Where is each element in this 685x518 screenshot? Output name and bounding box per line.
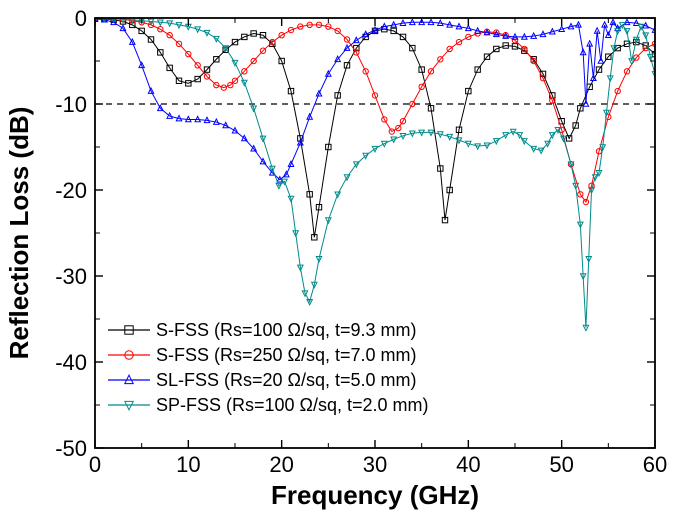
- legend-label: SL-FSS (Rs=20 Ω/sq, t=5.0 mm): [156, 370, 417, 390]
- svg-text:50: 50: [549, 452, 573, 477]
- svg-text:40: 40: [456, 452, 480, 477]
- svg-text:20: 20: [269, 452, 293, 477]
- svg-text:10: 10: [176, 452, 200, 477]
- series-s-fss-250: [92, 16, 657, 205]
- y-axis-label: Reflection Loss (dB): [4, 107, 34, 360]
- series-s-fss-100: [92, 16, 657, 240]
- legend-label: SP-FSS (Rs=100 Ω/sq, t=2.0 mm): [156, 395, 429, 415]
- svg-text:-30: -30: [55, 264, 87, 289]
- svg-text:60: 60: [643, 452, 667, 477]
- legend: S-FSS (Rs=100 Ω/sq, t=9.3 mm) S-FSS (Rs=2…: [108, 320, 429, 415]
- svg-text:-10: -10: [55, 92, 87, 117]
- svg-text:-50: -50: [55, 436, 87, 461]
- series-sl-fss-20: [92, 16, 657, 182]
- svg-text:30: 30: [363, 452, 387, 477]
- legend-label: S-FSS (Rs=250 Ω/sq, t=7.0 mm): [156, 345, 417, 365]
- x-axis-label: Frequency (GHz): [271, 480, 479, 510]
- chart-svg: 0 10 20 30 40 50 60 -50 -40 -30 -20 -10 0 Frequency (…: [0, 0, 685, 518]
- svg-text:0: 0: [89, 452, 101, 477]
- reflection-loss-chart: { "chart": { "type": "line-scatter", "wi…: [0, 0, 685, 518]
- legend-label: S-FSS (Rs=100 Ω/sq, t=9.3 mm): [156, 320, 417, 340]
- svg-text:-20: -20: [55, 178, 87, 203]
- svg-text:0: 0: [75, 6, 87, 31]
- series-sp-fss-100: [92, 16, 657, 331]
- svg-text:-40: -40: [55, 350, 87, 375]
